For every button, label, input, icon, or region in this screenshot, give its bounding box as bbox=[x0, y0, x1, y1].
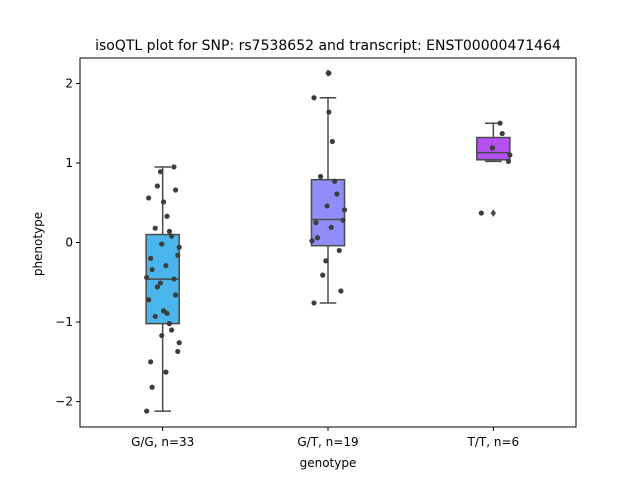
data-point bbox=[146, 297, 152, 303]
data-point bbox=[149, 266, 155, 273]
y-tick-label: 2 bbox=[65, 76, 73, 90]
x-tick-label: T/T, n=6 bbox=[467, 435, 520, 449]
data-point bbox=[166, 228, 172, 234]
data-point bbox=[313, 220, 319, 226]
data-point bbox=[149, 384, 155, 390]
data-point bbox=[154, 183, 160, 189]
data-point bbox=[176, 340, 182, 346]
x-axis-label: genotype bbox=[300, 456, 357, 470]
data-point bbox=[163, 262, 169, 269]
plot-frame bbox=[79, 57, 577, 428]
data-point bbox=[148, 255, 154, 262]
y-tick-label: −2 bbox=[55, 395, 73, 409]
data-point bbox=[157, 169, 164, 175]
outlier-marker bbox=[490, 209, 497, 218]
data-point bbox=[172, 187, 179, 193]
data-point bbox=[334, 191, 340, 197]
data-point bbox=[478, 210, 484, 216]
data-point bbox=[320, 272, 326, 278]
data-point bbox=[309, 238, 315, 244]
data-point bbox=[168, 327, 175, 333]
data-point bbox=[176, 244, 182, 250]
data-point bbox=[314, 235, 321, 241]
x-tick-label: G/T, n=19 bbox=[297, 435, 358, 449]
y-tick-label: 0 bbox=[65, 236, 73, 250]
data-point bbox=[146, 195, 152, 201]
data-point bbox=[341, 207, 348, 213]
y-tick-label: 1 bbox=[65, 156, 73, 170]
data-point bbox=[168, 233, 175, 239]
y-tick-label: −1 bbox=[55, 315, 73, 329]
data-point bbox=[336, 247, 342, 254]
data-point bbox=[332, 178, 338, 184]
data-point bbox=[323, 258, 329, 264]
data-point bbox=[148, 359, 154, 365]
y-axis-label: phenotype bbox=[31, 212, 45, 276]
data-point bbox=[326, 109, 332, 115]
data-point bbox=[507, 152, 513, 158]
data-point bbox=[157, 280, 164, 286]
data-point bbox=[311, 95, 317, 101]
data-point bbox=[497, 120, 503, 126]
data-point bbox=[175, 348, 181, 355]
data-point bbox=[164, 213, 170, 219]
plot-area: −2 −1 0 1 2 G/G, n=33 G/T, n=19 T/T, n=6 bbox=[55, 69, 520, 449]
data-point bbox=[340, 217, 346, 223]
data-point bbox=[159, 241, 165, 247]
data-point bbox=[326, 70, 332, 76]
data-point bbox=[317, 173, 324, 180]
data-point bbox=[152, 225, 158, 231]
x-tick-label: G/G, n=33 bbox=[131, 435, 194, 449]
data-point bbox=[164, 310, 170, 316]
data-point bbox=[171, 164, 177, 170]
data-point bbox=[166, 321, 172, 327]
data-point bbox=[163, 369, 169, 375]
data-point bbox=[144, 274, 150, 281]
box-2 bbox=[310, 178, 346, 247]
data-point bbox=[175, 252, 181, 258]
data-point bbox=[328, 224, 334, 230]
data-point bbox=[324, 203, 330, 209]
data-point bbox=[489, 145, 496, 151]
data-point bbox=[505, 158, 512, 164]
data-point bbox=[144, 408, 150, 414]
data-point bbox=[160, 199, 167, 205]
data-point bbox=[338, 288, 344, 294]
data-point bbox=[329, 138, 335, 145]
data-point bbox=[171, 276, 177, 282]
data-point bbox=[311, 300, 317, 306]
data-point bbox=[159, 332, 165, 339]
data-point bbox=[172, 292, 179, 298]
data-point bbox=[499, 130, 505, 137]
chart-title: isoQTL plot for SNP: rs7538652 and trans… bbox=[95, 38, 561, 54]
data-point bbox=[154, 284, 160, 290]
data-point bbox=[152, 313, 158, 320]
